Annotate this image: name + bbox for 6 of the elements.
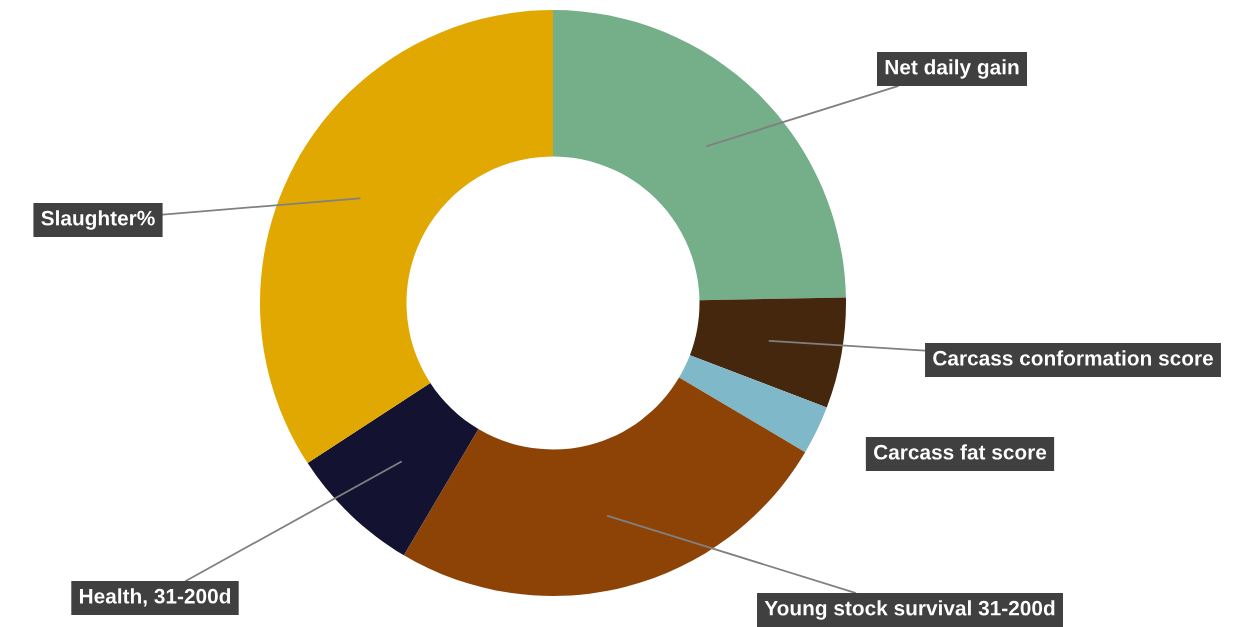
slice-label: Young stock survival 31-200d <box>764 600 1055 620</box>
slice-label: Carcass conformation score <box>933 350 1213 366</box>
slice-label: Carcass fat score <box>874 444 1047 460</box>
slice-label: Health, 31-200d <box>79 588 231 607</box>
slice-label: Net daily gain <box>885 59 1019 79</box>
slice-label: Slaughter% <box>41 210 155 230</box>
